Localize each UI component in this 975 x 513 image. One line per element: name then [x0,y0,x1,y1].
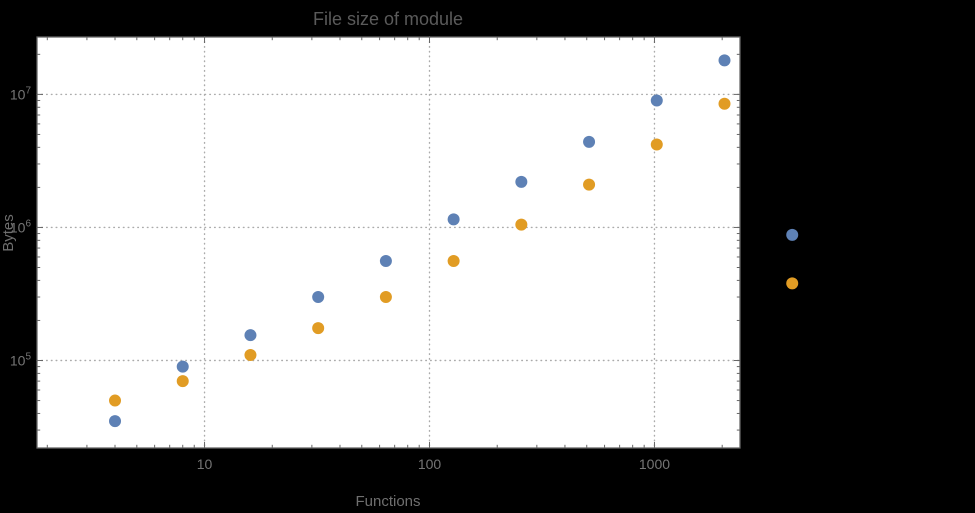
data-point-series-blue [312,291,325,304]
x-axis-label: Functions [355,493,420,510]
gridlines [36,36,741,449]
data-point-series-blue [379,254,392,267]
data-point-series-blue [583,135,596,148]
data-point-series-blue [786,228,799,241]
data-point-series-orange [786,277,799,290]
plot-area [37,37,740,448]
data-point-series-orange [176,375,189,388]
data-point-series-orange [379,291,392,304]
data-point-series-blue [718,54,731,67]
data-point-series-orange [312,322,325,335]
plot-frame [36,36,741,449]
data-point-series-orange [650,138,663,151]
x-tick-label: 1000 [639,456,670,472]
data-point-series-blue [650,94,663,107]
y-tick-label: 105 [10,352,32,369]
chart-title: File size of module [313,9,463,29]
data-point-series-blue [447,213,460,226]
y-tick-label: 106 [10,218,32,235]
data-points [109,54,799,428]
data-point-series-blue [515,175,528,188]
data-point-series-orange [447,254,460,267]
y-axis-label: Bytes [0,214,17,252]
data-point-series-blue [109,415,122,428]
y-tick-label: 107 [10,85,32,102]
data-point-series-orange [244,348,257,361]
x-tick-label: 10 [197,456,213,472]
tick-labels: 10 100 1000 105 106 107 [10,85,670,472]
data-point-series-orange [515,218,528,231]
axis-ticks [37,37,740,448]
data-point-series-blue [244,329,257,342]
data-point-series-orange [109,394,122,407]
data-point-series-orange [718,97,731,110]
x-tick-label: 100 [418,456,442,472]
data-point-series-blue [176,360,189,373]
data-point-series-orange [583,178,596,191]
